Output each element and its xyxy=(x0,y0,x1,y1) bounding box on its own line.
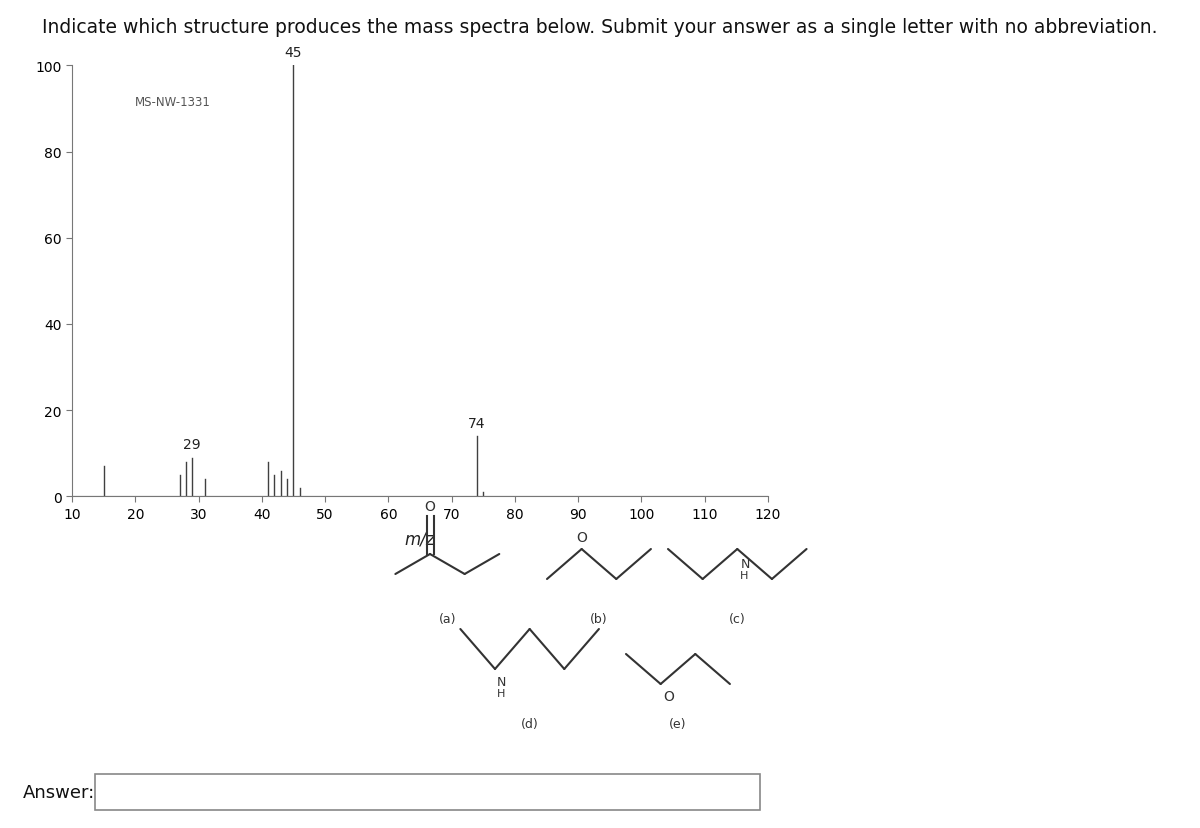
Text: (b): (b) xyxy=(590,613,607,626)
Text: H: H xyxy=(497,688,505,698)
Text: O: O xyxy=(576,531,587,544)
Text: (e): (e) xyxy=(670,718,686,730)
Text: N: N xyxy=(497,676,506,689)
Text: O: O xyxy=(425,499,436,513)
Text: (a): (a) xyxy=(438,613,456,626)
Text: 45: 45 xyxy=(284,46,302,60)
Text: MS-NW-1331: MS-NW-1331 xyxy=(134,96,210,109)
Bar xyxy=(95,774,760,810)
Text: 74: 74 xyxy=(468,416,486,430)
Text: (c): (c) xyxy=(728,613,745,626)
Text: H: H xyxy=(740,570,749,580)
Text: Answer:: Answer: xyxy=(23,783,95,801)
Text: N: N xyxy=(740,558,750,570)
Text: O: O xyxy=(664,689,674,703)
Text: Indicate which structure produces the mass spectra below. Submit your answer as : Indicate which structure produces the ma… xyxy=(42,18,1158,37)
Text: 29: 29 xyxy=(184,438,202,451)
X-axis label: m/z: m/z xyxy=(404,530,436,547)
Text: (d): (d) xyxy=(521,718,539,730)
